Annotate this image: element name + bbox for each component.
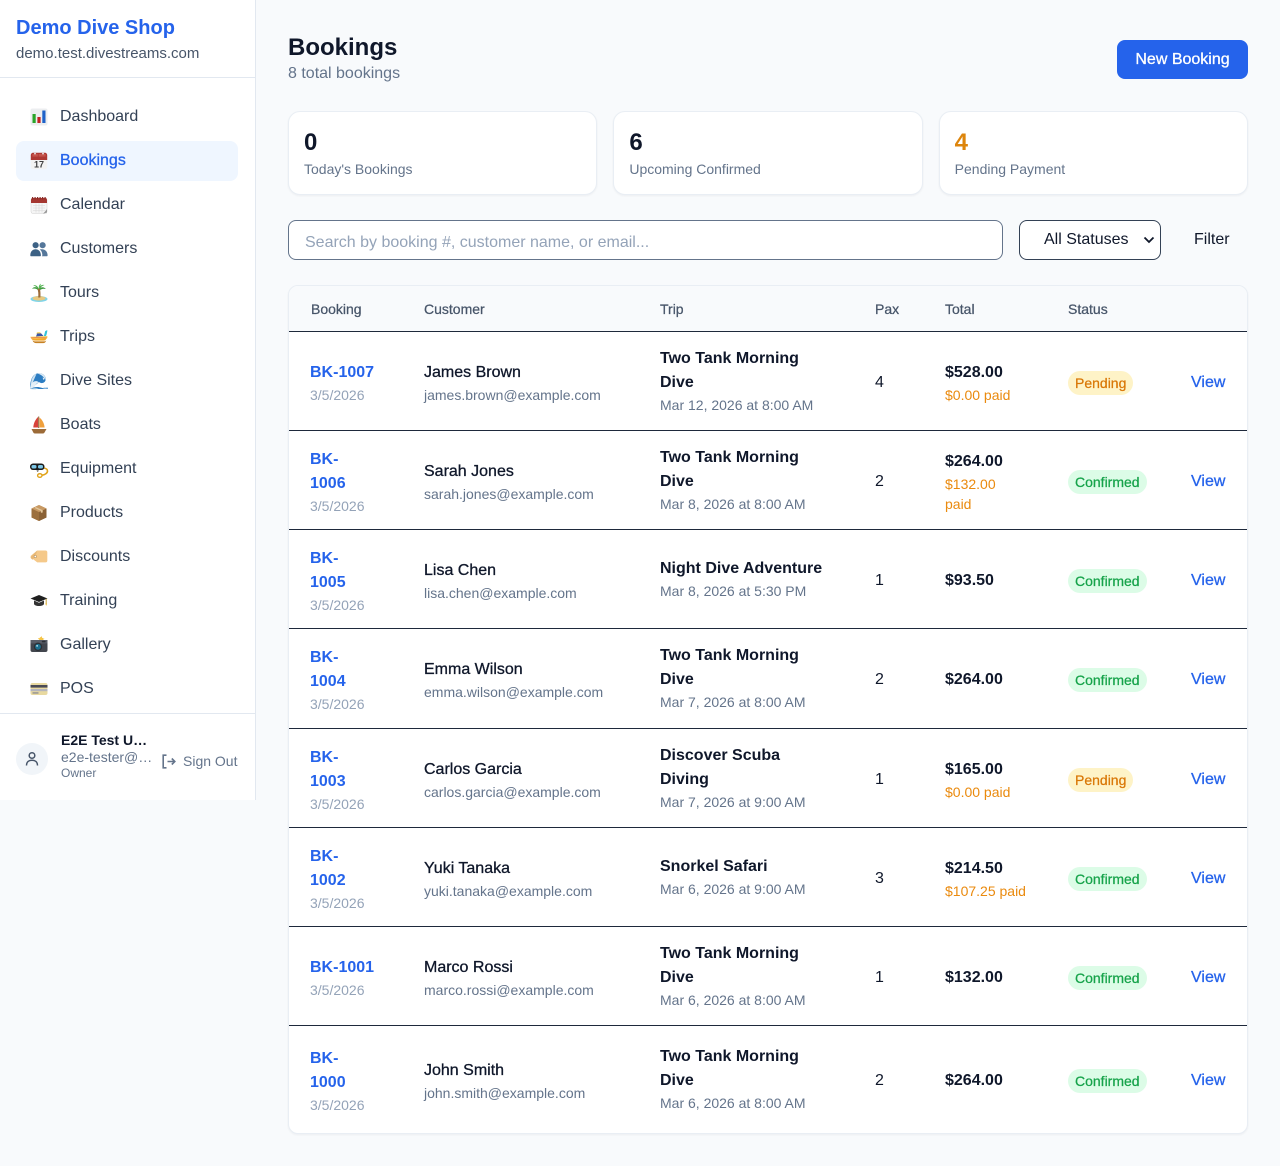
svg-text:17: 17 bbox=[34, 160, 44, 170]
